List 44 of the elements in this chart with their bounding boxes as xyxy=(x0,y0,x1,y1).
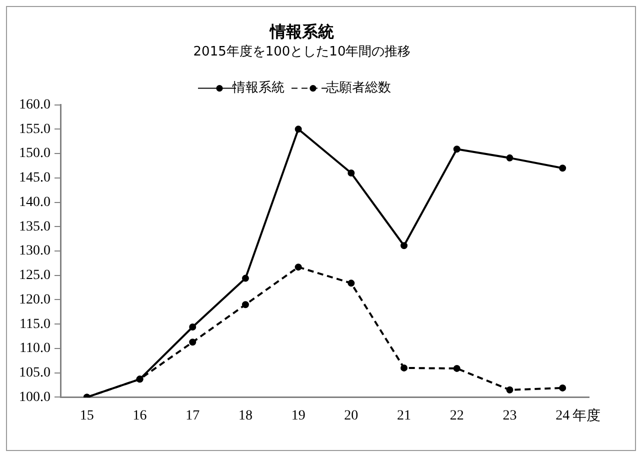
point xyxy=(242,274,249,282)
chart-title: 情報系統 xyxy=(269,22,334,41)
y-tick-label: 120.0 xyxy=(19,292,50,308)
y-tick-label: 110.0 xyxy=(20,341,50,356)
y-tick-label: 160.0 xyxy=(19,97,50,112)
x-tick-label: 15 xyxy=(80,408,94,424)
x-tick-label: 21 xyxy=(397,408,412,424)
point xyxy=(559,164,566,172)
x-tick-label: 19 xyxy=(291,408,306,424)
y-tick-label: 150.0 xyxy=(19,146,50,162)
y-tick-label: 115.0 xyxy=(20,316,50,332)
y-tick-label: 125.0 xyxy=(19,268,50,284)
point xyxy=(189,338,196,346)
chart-subtitle: 2015年度を100とした10年間の推移 xyxy=(193,43,411,60)
x-tick-label: 22 xyxy=(450,408,464,424)
y-tick-label: 105.0 xyxy=(19,366,50,381)
point xyxy=(559,384,566,392)
x-tick-label: 16 xyxy=(132,408,147,424)
point xyxy=(348,280,355,287)
point xyxy=(294,264,302,271)
y-tick-label: 135.0 xyxy=(19,219,50,234)
y-tick-label: 145.0 xyxy=(19,170,50,186)
point xyxy=(348,170,355,177)
point xyxy=(453,364,460,372)
point xyxy=(400,364,408,372)
x-tick-label: 17 xyxy=(186,408,200,424)
point xyxy=(189,324,196,331)
x-tick-label: 20 xyxy=(344,408,358,424)
point xyxy=(400,242,408,250)
point xyxy=(453,146,460,153)
x-tick-label: 24 xyxy=(556,408,570,424)
y-tick-label: 140.0 xyxy=(19,194,50,210)
y-tick-label: 155.0 xyxy=(19,122,50,137)
x-axis-title: 年度 xyxy=(572,408,601,424)
legend-label: 情報系統 xyxy=(232,80,284,96)
point xyxy=(506,154,514,162)
point xyxy=(294,126,302,133)
y-tick-label: 130.0 xyxy=(19,244,50,259)
point xyxy=(506,386,514,394)
y-tick-label: 100.0 xyxy=(19,390,50,405)
point xyxy=(242,301,249,308)
x-tick-label: 23 xyxy=(502,408,517,424)
x-tick-label: 18 xyxy=(238,408,252,424)
legend-label: 志願者総数 xyxy=(326,80,391,96)
